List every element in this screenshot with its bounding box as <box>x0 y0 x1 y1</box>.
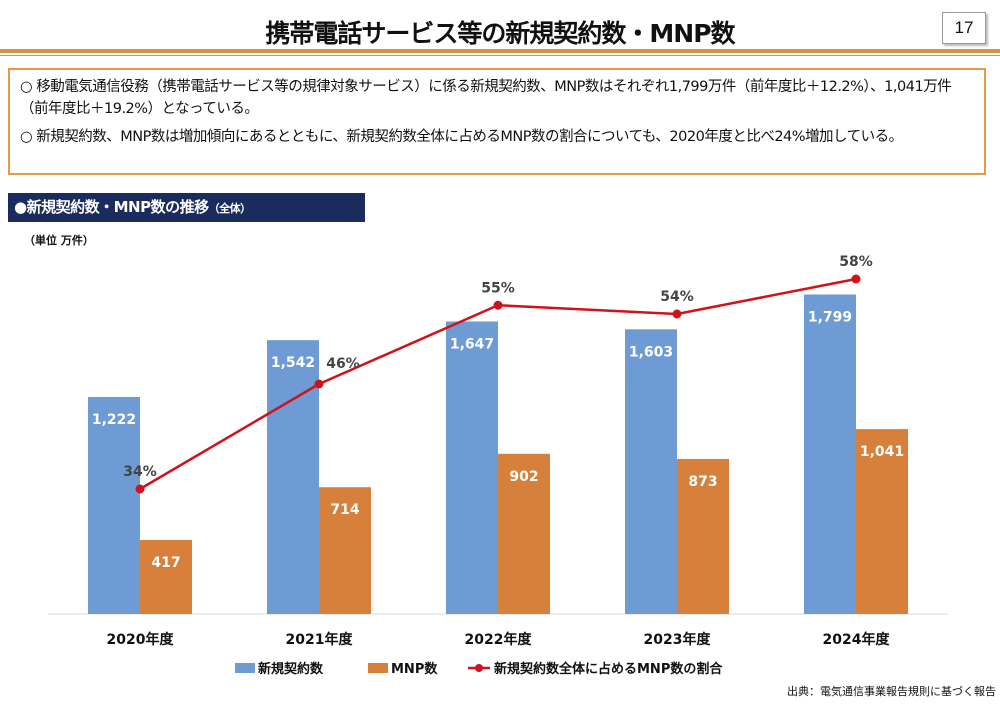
summary-point-1: ○ 移動電気通信役務（携帯電話サービス等の規律対象サービス）に係る新規契約数、M… <box>20 79 952 117</box>
data-label-ratio: 54% <box>660 289 694 305</box>
line-point-mnp-ratio <box>493 300 503 310</box>
bar-mnp <box>677 458 729 614</box>
x-tick-label: 2023年度 <box>644 631 712 648</box>
legend-label-mnp: MNP数 <box>391 661 438 677</box>
line-point-mnp-ratio <box>135 484 145 494</box>
line-point-mnp-ratio <box>851 274 861 284</box>
summary-box: ○ 移動電気通信役務（携帯電話サービス等の規律対象サービス）に係る新規契約数、M… <box>8 68 986 175</box>
data-label-new-contracts: 1,542 <box>271 355 315 371</box>
bar-new-contracts <box>267 340 319 614</box>
x-tick-label: 2020年度 <box>107 631 175 648</box>
source-note: 出典：電気通信事業報告規則に基づく報告 <box>787 685 996 698</box>
unit-label: （単位 万件） <box>24 234 94 247</box>
data-label-ratio: 46% <box>326 356 360 372</box>
title-divider-thin <box>0 55 1000 56</box>
bar-new-contracts <box>88 396 140 614</box>
legend-swatch-new-contracts <box>235 663 255 673</box>
x-tick-label: 2021年度 <box>286 631 354 648</box>
bar-new-contracts <box>625 329 677 614</box>
bar-mnp <box>140 539 192 614</box>
bar-new-contracts <box>446 321 498 614</box>
data-label-new-contracts: 1,222 <box>92 412 136 428</box>
legend-swatch-ratio-marker <box>475 664 483 672</box>
data-label-mnp: 902 <box>509 469 538 485</box>
line-point-mnp-ratio <box>672 309 682 319</box>
section-heading: ●新規契約数・MNP数の推移（全体） <box>8 193 365 222</box>
section-title: ●新規契約数・MNP数の推移 <box>14 198 209 216</box>
data-label-new-contracts: 1,799 <box>808 309 852 325</box>
data-label-ratio: 34% <box>123 464 157 480</box>
x-tick-label: 2024年度 <box>823 631 891 648</box>
page-number: 17 <box>942 12 986 44</box>
data-label-mnp: 873 <box>688 474 717 490</box>
bar-mnp <box>319 487 371 614</box>
data-label-ratio: 55% <box>481 280 515 296</box>
bar-mnp <box>498 453 550 614</box>
legend-label-ratio: 新規契約数全体に占めるMNP数の割合 <box>494 661 723 677</box>
x-tick-label: 2022年度 <box>465 631 533 648</box>
data-label-new-contracts: 1,647 <box>450 336 494 352</box>
title-divider <box>0 49 1000 53</box>
line-point-mnp-ratio <box>314 379 324 389</box>
data-label-mnp: 417 <box>151 555 180 571</box>
bar-mnp <box>856 429 908 614</box>
legend-label-new-contracts: 新規契約数 <box>258 661 324 677</box>
data-label-ratio: 58% <box>839 254 873 270</box>
section-subtitle: （全体） <box>208 202 252 215</box>
bar-new-contracts <box>804 294 856 614</box>
data-label-mnp: 1,041 <box>860 444 904 460</box>
legend-swatch-mnp <box>368 663 388 673</box>
data-label-new-contracts: 1,603 <box>629 344 673 360</box>
data-label-mnp: 714 <box>330 502 359 518</box>
page-title: 携帯電話サービス等の新規契約数・MNP数 <box>265 19 735 48</box>
summary-point-2: ○ 新規契約数、MNP数は増加傾向にあるとともに、新規契約数全体に占めるMNP数… <box>20 129 903 145</box>
